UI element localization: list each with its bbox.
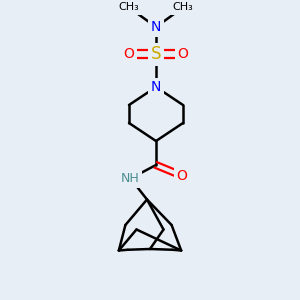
Text: N: N — [151, 80, 161, 94]
Text: O: O — [178, 47, 188, 61]
Text: O: O — [176, 169, 187, 182]
Text: CH₃: CH₃ — [118, 2, 140, 13]
Text: O: O — [124, 47, 134, 61]
Text: NH: NH — [121, 172, 140, 185]
Text: CH₃: CH₃ — [172, 2, 194, 13]
Text: S: S — [151, 45, 161, 63]
Text: N: N — [151, 20, 161, 34]
